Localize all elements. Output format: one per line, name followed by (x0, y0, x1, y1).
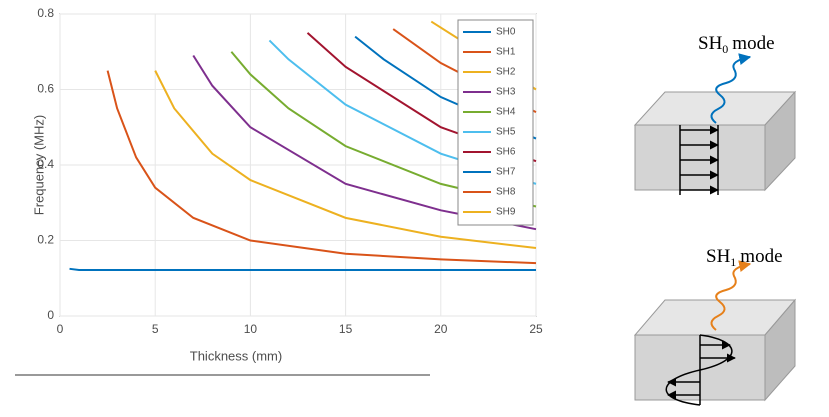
mode-subscript: 0 (722, 42, 728, 56)
y-tick-label: 0.8 (37, 6, 54, 20)
legend: SH0 SH1 SH2 SH3 SH4 SH5 SH6 SH7 SH8 SH9 (457, 19, 534, 226)
mode-label: SH1 mode (706, 246, 783, 268)
series-line (192, 54, 537, 231)
x-tick-label: 5 (152, 322, 159, 336)
legend-label: SH2 (496, 67, 516, 78)
legend-label: SH6 (496, 147, 516, 158)
series-line (106, 70, 537, 265)
mode-subscript: 1 (730, 255, 736, 269)
sh0-diagram: SH0 mode (633, 33, 797, 195)
x-tick-label: 15 (339, 322, 353, 336)
mode-label: SH0 mode (698, 33, 775, 55)
legend-label: SH1 (496, 47, 516, 58)
legend-label: SH8 (496, 187, 516, 198)
plot: 00.20.40.60.80 5 10 15 20 25SH0SH1SH2SH3SH4SH… (37, 6, 543, 336)
mode-suffix: mode (732, 33, 774, 54)
legend-label: SH0 (496, 27, 516, 38)
legend-box (457, 19, 534, 226)
x-tick-label: 25 (529, 322, 543, 336)
x-tick-label: 20 (434, 322, 448, 336)
legend-label: SH7 (496, 167, 516, 178)
series-line (69, 267, 536, 271)
mode-name: SH (698, 33, 723, 54)
mode-name: SH (706, 246, 731, 267)
y-tick-label: 0.4 (37, 157, 54, 171)
sh1-diagram: SH1 mode (633, 246, 797, 406)
series-line (230, 51, 537, 208)
y-tick-label: 0 (47, 308, 54, 322)
y-tick-label: 0.2 (37, 233, 54, 247)
x-tick-label: 10 (244, 322, 258, 336)
series-line (154, 70, 537, 250)
legend-label: SH9 (496, 207, 516, 218)
x-tick-label: 0 (57, 322, 64, 336)
legend-label: SH3 (496, 87, 516, 98)
x-axis-label: Thickness (mm) (190, 348, 282, 363)
legend-label: SH5 (496, 127, 516, 138)
y-tick-label: 0.6 (37, 82, 54, 96)
mode-suffix: mode (740, 246, 782, 267)
y-axis-label: Frequency (MHz) (31, 115, 46, 215)
legend-label: SH4 (496, 107, 516, 118)
